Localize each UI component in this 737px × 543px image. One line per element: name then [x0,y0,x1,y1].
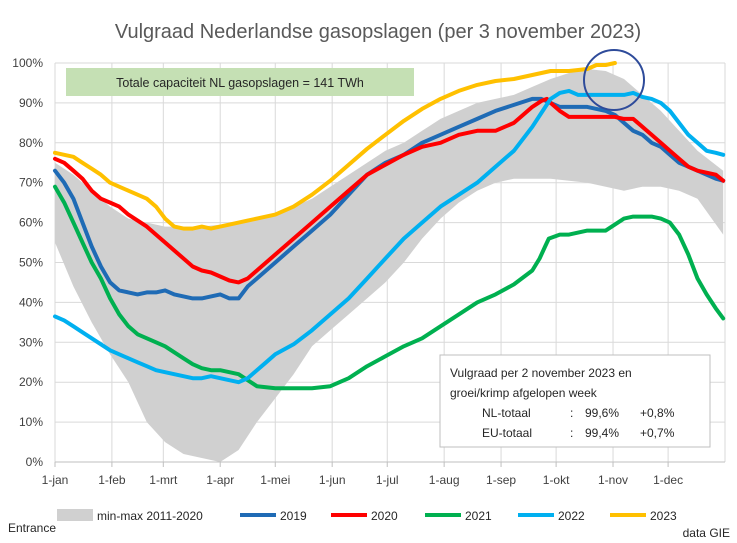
y-tick-label: 40% [19,295,43,309]
x-tick-label: 1-okt [543,473,570,487]
y-tick-label: 20% [19,375,43,389]
footer-source-left: Entrance [8,521,56,535]
y-tick-label: 90% [19,96,43,110]
x-tick-label: 1-jun [319,473,346,487]
legend-label-band: min-max 2011-2020 [97,509,203,523]
highlight-circle [583,49,645,111]
x-tick-label: 1-sep [486,473,516,487]
y-tick-label: 100% [12,56,43,70]
y-tick-label: 10% [19,415,43,429]
info-box [439,354,711,448]
y-tick-label: 80% [19,136,43,150]
band-area-min-max [55,69,724,462]
legend-swatch-band [57,509,93,521]
x-tick-label: 1-apr [206,473,234,487]
y-tick-label: 30% [19,335,43,349]
capacity-note: Totale capaciteit NL gasopslagen = 141 T… [116,76,364,90]
series-line-2021 [53,184,726,391]
info-eu-label: EU-totaal [482,426,532,440]
y-tick-label: 50% [19,256,43,270]
x-tick-label: 1-feb [98,473,126,487]
x-tick-label: 1-jan [42,473,69,487]
x-tick-label: 1-dec [653,473,683,487]
legend-label-2021: 2021 [465,509,492,523]
x-tick-label: 1-nov [598,473,628,487]
info-eu-value: 99,4% [585,426,619,440]
info-box-line2: groei/krimp afgelopen week [450,386,598,400]
legend-label-2019: 2019 [280,509,307,523]
x-tick-label: 1-aug [429,473,460,487]
x-tick-label: 1-mrt [149,473,178,487]
info-nl-value: 99,6% [585,406,619,420]
series-line-2022 [53,88,726,385]
legend-label-2023: 2023 [650,509,677,523]
series-line-2023 [53,61,617,231]
min-max-band [55,69,724,462]
y-tick-label: 70% [19,176,43,190]
info-nl-change: +0,8% [640,406,675,420]
legend-label-2022: 2022 [558,509,585,523]
chart-title: Vulgraad Nederlandse gasopslagen (per 3 … [115,21,641,43]
info-box-line1: Vulgraad per 2 november 2023 en [450,366,632,380]
info-nl-colon: : [570,406,573,420]
x-tick-label: 1-jul [376,473,399,487]
x-tick-label: 1-mei [260,473,290,487]
y-tick-label: 60% [19,216,43,230]
info-eu-colon: : [570,426,573,440]
series-line-2020 [53,96,726,285]
footer-source-right: data GIE [683,526,730,540]
info-nl-label: NL-totaal [482,406,531,420]
y-tick-label: 0% [26,455,44,469]
capacity-note-box [66,68,414,96]
info-eu-change: +0,7% [640,426,675,440]
legend-label-2020: 2020 [371,509,398,523]
axes: 0% 10% 20% 30% 40% 50% 60% 70% 80% 90% 100% 1-jan 1-… [12,56,725,487]
series-lines [53,61,726,391]
legend: min-max 2011-2020 2019 2020 2021 2022 20… [57,509,677,523]
